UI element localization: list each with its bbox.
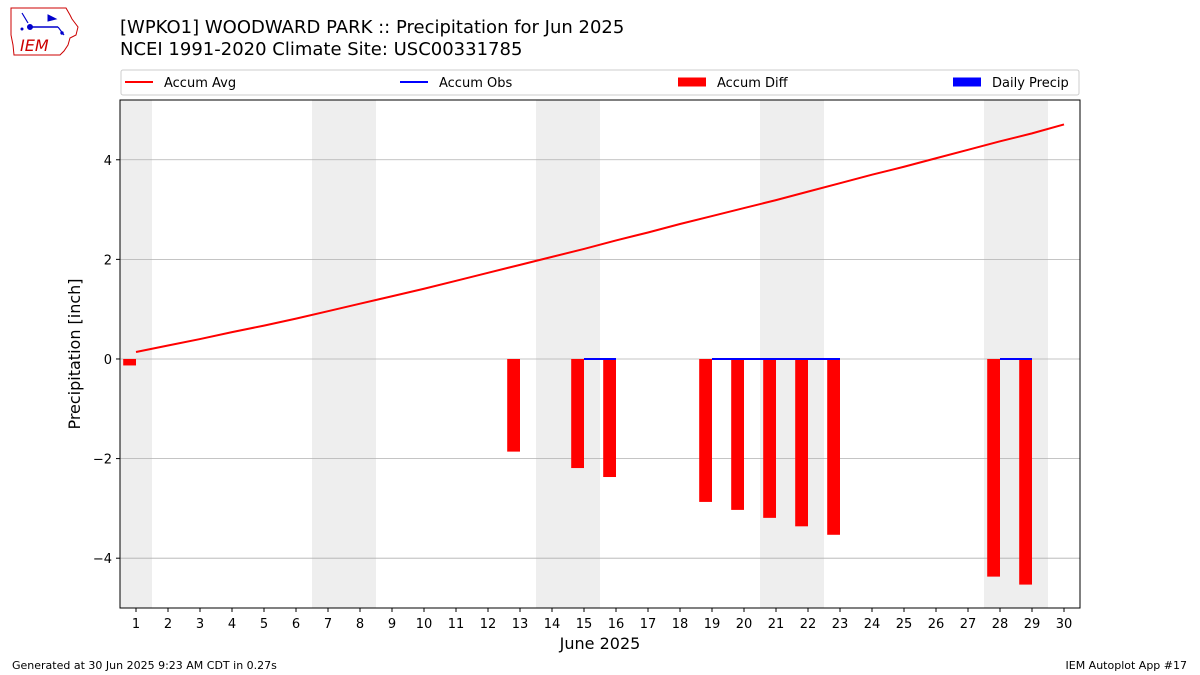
x-tick-label-12: 12 bbox=[480, 617, 497, 632]
x-tick-label-19: 19 bbox=[704, 617, 721, 632]
accum-diff-bar-day-20 bbox=[731, 358, 744, 510]
weekend-shade-day-22 bbox=[792, 100, 824, 608]
accum-diff-bar-day-21 bbox=[763, 358, 776, 518]
x-tick-label-13: 13 bbox=[512, 617, 529, 632]
weekend-shade-day-7 bbox=[312, 100, 344, 608]
x-tick-label-17: 17 bbox=[640, 617, 657, 632]
plot-area-frame bbox=[119, 99, 1081, 609]
x-tick-label-23: 23 bbox=[832, 617, 849, 632]
x-tick-label-10: 10 bbox=[416, 617, 433, 632]
x-tick-label-9: 9 bbox=[388, 617, 396, 632]
weekend-shade-day-1 bbox=[120, 100, 152, 608]
x-tick-label-20: 20 bbox=[736, 617, 753, 632]
x-tick-label-11: 11 bbox=[448, 617, 465, 632]
accum-diff-bar-day-28 bbox=[987, 358, 1000, 577]
legend-swatch-accum-diff bbox=[678, 77, 706, 87]
x-tick-label-24: 24 bbox=[864, 617, 881, 632]
iem-logo: IEM bbox=[10, 7, 79, 56]
accum-diff-bar-day-23 bbox=[827, 358, 840, 535]
accum-diff-bar-day-15 bbox=[571, 358, 584, 469]
series-lines bbox=[135, 123, 1065, 360]
accum-diff-bar-day-19 bbox=[699, 358, 712, 502]
x-tick-label-15: 15 bbox=[576, 617, 593, 632]
accum-diff-bar-day-16 bbox=[603, 358, 616, 478]
y-axis-ticks: −4 −2 0 2 4 bbox=[93, 154, 120, 567]
x-tick-label-28: 28 bbox=[992, 617, 1009, 632]
x-tick-label-29: 29 bbox=[1024, 617, 1041, 632]
accum-diff-bars bbox=[123, 358, 1032, 585]
y-axis-label: Precipitation [inch] bbox=[65, 278, 84, 429]
legend-box bbox=[120, 69, 1080, 96]
iowa-outline-icon bbox=[10, 7, 79, 56]
x-tick-label-8: 8 bbox=[356, 617, 364, 632]
weekend-shade-day-21 bbox=[760, 100, 792, 608]
iem-logo-text: IEM bbox=[20, 36, 49, 55]
weekend-shade-day-8 bbox=[344, 100, 376, 608]
y-tick-label-0: 0 bbox=[104, 353, 112, 368]
x-tick-label-25: 25 bbox=[896, 617, 913, 632]
accum-diff-bar-day-1 bbox=[123, 358, 136, 366]
legend-label-accum-avg: Accum Avg bbox=[164, 76, 236, 91]
x-tick-label-3: 3 bbox=[196, 617, 204, 632]
legend-label-daily-precip: Daily Precip bbox=[992, 76, 1069, 91]
legend: Accum Avg Accum Obs Accum Diff Daily Precip bbox=[120, 69, 1080, 96]
accum-diff-bar-day-13 bbox=[507, 358, 520, 452]
legend-label-accum-diff: Accum Diff bbox=[717, 76, 789, 91]
accum-avg-line bbox=[135, 123, 1065, 353]
y-tick-label--2: −2 bbox=[93, 453, 112, 468]
x-tick-label-5: 5 bbox=[260, 617, 268, 632]
x-tick-label-26: 26 bbox=[928, 617, 945, 632]
weekend-shading bbox=[120, 100, 1048, 608]
x-tick-label-4: 4 bbox=[228, 617, 236, 632]
legend-label-accum-obs: Accum Obs bbox=[439, 76, 512, 91]
generated-timestamp: Generated at 30 Jun 2025 9:23 AM CDT in … bbox=[12, 659, 277, 672]
x-tick-label-14: 14 bbox=[544, 617, 561, 632]
x-tick-label-6: 6 bbox=[292, 617, 300, 632]
weather-station-icon bbox=[20, 12, 65, 36]
x-tick-label-2: 2 bbox=[164, 617, 172, 632]
x-axis-label: June 2025 bbox=[559, 634, 641, 653]
x-tick-label-27: 27 bbox=[960, 617, 977, 632]
legend-swatch-daily-precip bbox=[953, 77, 981, 87]
x-tick-label-16: 16 bbox=[608, 617, 625, 632]
x-tick-label-1: 1 bbox=[132, 617, 140, 632]
y-tick-label-4: 4 bbox=[104, 154, 112, 169]
x-tick-label-30: 30 bbox=[1056, 617, 1073, 632]
chart-title-line1: [WPKO1] WOODWARD PARK :: Precipitation f… bbox=[120, 17, 625, 38]
app-credit: IEM Autoplot App #17 bbox=[1065, 659, 1188, 672]
y-tick-label--4: −4 bbox=[93, 552, 112, 567]
x-tick-label-21: 21 bbox=[768, 617, 785, 632]
chart-title-line2: NCEI 1991-2020 Climate Site: USC00331785 bbox=[120, 39, 523, 60]
chart-title: [WPKO1] WOODWARD PARK :: Precipitation f… bbox=[120, 17, 624, 61]
x-tick-label-18: 18 bbox=[672, 617, 689, 632]
accum-diff-bar-day-29 bbox=[1019, 358, 1032, 585]
x-tick-label-22: 22 bbox=[800, 617, 817, 632]
y-tick-label-2: 2 bbox=[104, 253, 112, 268]
weekend-shade-day-14 bbox=[536, 100, 568, 608]
x-axis-ticks: 1 2 3 4 5 6 7 8 9 10 11 12 13 14 15 16 17 18 19 20 21 22 23 24 2… bbox=[132, 608, 1072, 632]
accum-diff-bar-day-22 bbox=[795, 358, 808, 527]
weekend-shade-day-15 bbox=[568, 100, 600, 608]
x-tick-label-7: 7 bbox=[324, 617, 332, 632]
